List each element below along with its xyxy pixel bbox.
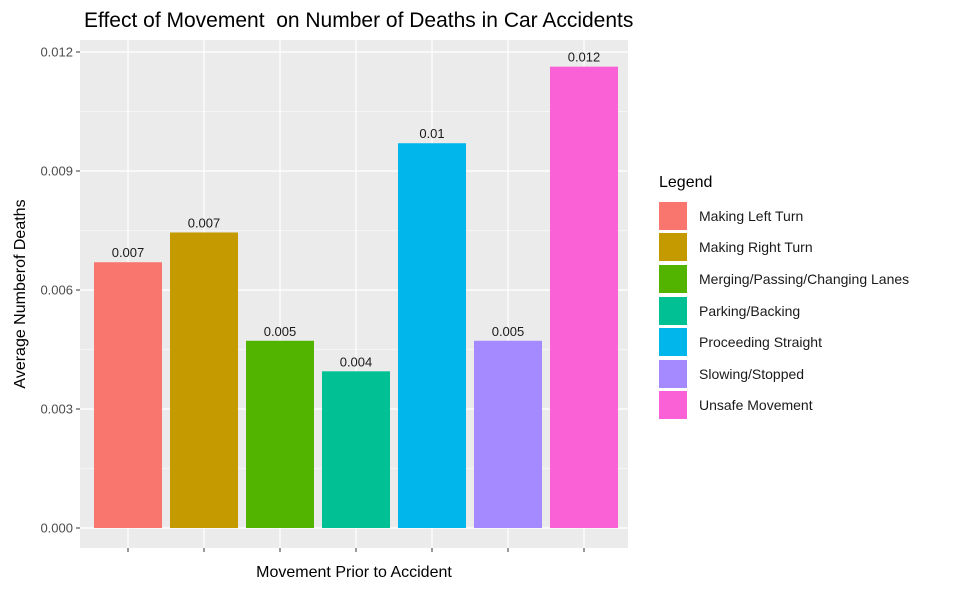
legend-label: Proceeding Straight — [699, 334, 822, 351]
bar-value-label: 0.005 — [264, 324, 297, 339]
y-tick-label: 0.009 — [40, 164, 73, 179]
y-axis-title: Average Numberof Deaths — [12, 199, 29, 388]
bar — [170, 232, 238, 528]
y-tick-label: 0.000 — [40, 521, 73, 536]
bar — [322, 371, 390, 528]
bar — [550, 66, 618, 528]
legend-items: Making Left Turn Making Right Turn Merging… — [659, 200, 909, 421]
legend-color-key — [659, 296, 687, 325]
legend-label: Merging/Passing/Changing Lanes — [699, 270, 910, 287]
chart-title: Effect of Movement on Number of Deaths i… — [84, 9, 634, 32]
legend-color-key — [659, 201, 687, 230]
legend: Legend Making Left Turn Making Right Turn… — [659, 174, 909, 421]
bars — [94, 66, 618, 528]
bar — [398, 143, 466, 528]
y-tick-label: 0.003 — [40, 402, 73, 417]
y-axis: 0.000 0.003 0.006 0.009 0.012 — [40, 45, 80, 536]
legend-color-key — [659, 264, 687, 293]
bar — [474, 340, 542, 528]
bar — [246, 340, 314, 528]
x-axis-title: Movement Prior to Accident — [256, 564, 452, 581]
legend-color-key — [659, 328, 687, 357]
y-tick-label: 0.012 — [40, 45, 73, 60]
legend-title: Legend — [659, 174, 713, 191]
legend-item: Making Left Turn — [659, 200, 909, 232]
bar — [94, 262, 162, 528]
y-tick-label: 0.006 — [40, 283, 73, 298]
bar-labels: 0.007 0.007 0.005 0.004 0.01 0.005 0.012 — [112, 50, 601, 370]
bar-value-label: 0.007 — [112, 245, 145, 260]
legend-label: Parking/Backing — [699, 302, 801, 319]
legend-item: Making Right Turn — [659, 232, 909, 264]
legend-label: Making Left Turn — [699, 207, 804, 224]
legend-color-key — [659, 233, 687, 262]
bar-value-label: 0.007 — [188, 215, 221, 230]
bar-value-label: 0.01 — [419, 126, 444, 141]
legend-color-key — [659, 391, 687, 420]
legend-item: Merging/Passing/Changing Lanes — [659, 263, 909, 295]
x-axis — [127, 548, 585, 552]
legend-color-key — [659, 359, 687, 388]
bar-value-label: 0.004 — [340, 354, 373, 369]
legend-label: Unsafe Movement — [699, 397, 813, 414]
legend-item: Unsafe Movement — [659, 390, 909, 422]
legend-item: Parking/Backing — [659, 295, 909, 327]
legend-item: Proceeding Straight — [659, 326, 909, 358]
legend-label: Making Right Turn — [699, 239, 813, 256]
bar-value-label: 0.012 — [568, 50, 601, 65]
bar-value-label: 0.005 — [492, 324, 525, 339]
legend-label: Slowing/Stopped — [699, 365, 805, 382]
legend-item: Slowing/Stopped — [659, 358, 909, 390]
